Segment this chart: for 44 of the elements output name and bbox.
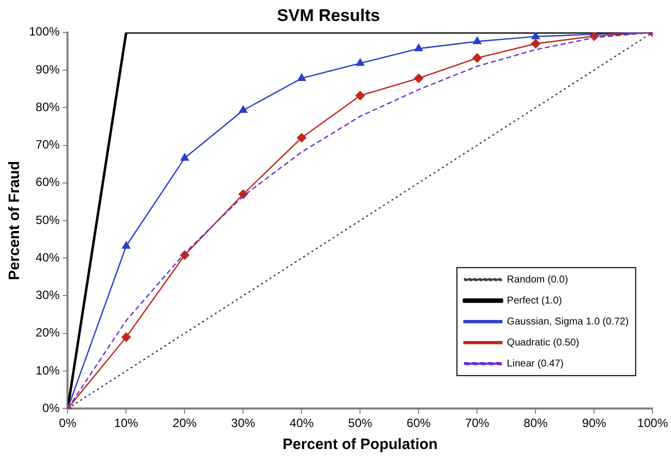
point: [532, 32, 540, 40]
point: [531, 39, 540, 48]
chart-title: SVM Results: [277, 6, 380, 25]
y-tick-label: 0%: [42, 400, 60, 415]
legend-label: Random (0.0): [506, 274, 568, 286]
y-tick-label: 50%: [36, 212, 60, 227]
point: [356, 90, 365, 100]
y-tick-label: 20%: [36, 326, 60, 340]
y-tick-label: 10%: [36, 363, 60, 378]
point: [122, 332, 131, 342]
y-tick-label: 70%: [36, 138, 60, 152]
x-tick-label: 70%: [465, 416, 490, 430]
x-tick-label: 40%: [290, 416, 314, 430]
legend-label: Gaussian, Sigma 1.0 (0.72): [506, 316, 629, 328]
y-tick-label: 100%: [28, 24, 60, 39]
x-tick-label: 50%: [348, 416, 373, 430]
y-axis-title: Percent of Fraud: [6, 160, 24, 280]
point: [239, 106, 248, 113]
x-tick-label: 80%: [524, 416, 548, 430]
point: [472, 53, 482, 63]
x-tick-label: 0%: [59, 416, 77, 430]
point: [122, 241, 130, 249]
y-tick-label: 40%: [36, 250, 60, 264]
point: [414, 74, 424, 83]
point: [356, 58, 364, 66]
x-tick-label: 10%: [114, 416, 139, 430]
x-tick-label: 90%: [582, 416, 606, 430]
x-tick-label: 100%: [637, 416, 668, 430]
y-tick-label: 90%: [36, 62, 60, 76]
point: [297, 133, 306, 142]
x-tick-label: 60%: [406, 416, 431, 430]
x-axis-title: Percent of Population: [282, 436, 438, 454]
legend-label: Linear (0.47): [506, 358, 564, 370]
legend-label: Perfect (1.0): [506, 295, 562, 306]
x-tick-label: 20%: [172, 416, 198, 430]
y-tick-label: 80%: [36, 100, 60, 114]
point: [298, 74, 306, 81]
x-tick-label: 30%: [231, 416, 256, 430]
y-tick-label: 60%: [36, 175, 60, 190]
point: [473, 36, 482, 44]
legend-label: Quadratic (0.50): [506, 337, 580, 348]
point: [180, 153, 189, 161]
point: [414, 44, 423, 52]
y-tick-label: 30%: [36, 288, 60, 302]
